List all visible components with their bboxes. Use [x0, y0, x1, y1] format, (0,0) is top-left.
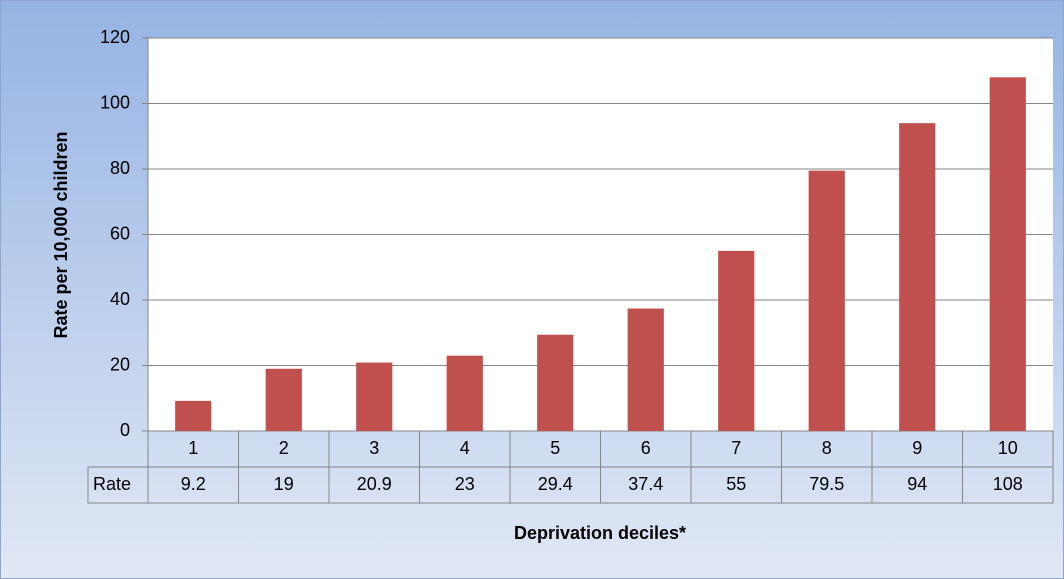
bar — [356, 362, 393, 431]
bar — [808, 170, 845, 431]
bar — [265, 368, 302, 431]
x-tick-label: 3 — [369, 438, 379, 458]
data-table-header — [87, 466, 149, 504]
x-tick-label: 7 — [731, 438, 741, 458]
bar — [446, 355, 483, 431]
data-table-row-label: Rate — [93, 474, 131, 494]
bar — [175, 400, 212, 431]
y-tick-label: 40 — [110, 289, 130, 309]
x-tick-label: 8 — [822, 438, 832, 458]
data-table-value: 20.9 — [357, 474, 392, 494]
y-tick-label: 20 — [110, 354, 130, 374]
x-tick-label: 9 — [912, 438, 922, 458]
bar — [989, 77, 1026, 432]
data-table-value: 29.4 — [538, 474, 573, 494]
bar — [627, 308, 664, 431]
data-table-value: 108 — [993, 474, 1023, 494]
y-tick-label: 80 — [110, 158, 130, 178]
y-tick-label: 120 — [100, 27, 130, 47]
x-axis-title: Deprivation deciles* — [514, 523, 686, 543]
data-table-value: 55 — [726, 474, 746, 494]
bar — [537, 334, 574, 431]
x-tick-label: 1 — [188, 438, 198, 458]
data-table-value: 79.5 — [809, 474, 844, 494]
x-tick-label: 4 — [460, 438, 470, 458]
bar — [718, 250, 755, 431]
data-table-value: 19 — [274, 474, 294, 494]
data-table-value: 94 — [907, 474, 927, 494]
x-tick-label: 2 — [279, 438, 289, 458]
x-tick-label: 10 — [998, 438, 1018, 458]
y-axis-title: Rate per 10,000 children — [51, 131, 71, 338]
y-tick-label: 60 — [110, 223, 130, 243]
x-tick-label: 5 — [550, 438, 560, 458]
data-table-value: 9.2 — [181, 474, 206, 494]
x-tick-label: 6 — [641, 438, 651, 458]
data-table-value: 37.4 — [628, 474, 663, 494]
y-tick-label: 100 — [100, 92, 130, 112]
data-table-value: 23 — [455, 474, 475, 494]
y-tick-label: 0 — [120, 420, 130, 440]
bar — [899, 123, 936, 432]
